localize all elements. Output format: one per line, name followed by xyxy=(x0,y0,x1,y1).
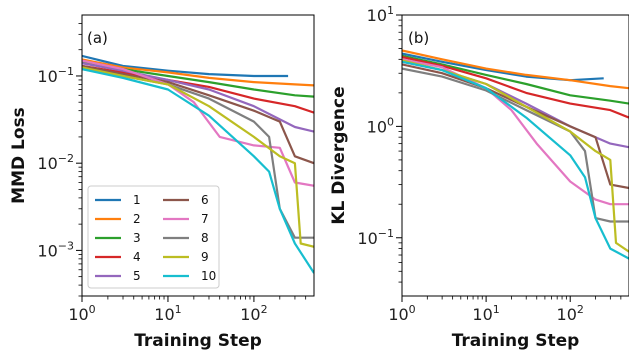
x-tick-label-exponent: 2 xyxy=(261,303,268,316)
x-axis-title: Training Step xyxy=(452,331,580,351)
x-tick-label: 100 xyxy=(68,303,95,324)
x-tick-label-exponent: 2 xyxy=(577,303,584,316)
series-line-10 xyxy=(82,68,314,274)
legend-item-5: 5 xyxy=(95,269,141,283)
legend-item-4: 4 xyxy=(95,250,141,264)
legend-label: 10 xyxy=(201,269,216,283)
x-tick-label-base: 10 xyxy=(472,305,492,324)
y-tick-label-base: 10 xyxy=(37,67,57,86)
y-tick-label-base: 10 xyxy=(37,154,57,173)
x-tick-label: 102 xyxy=(240,303,267,324)
x-tick-label-base: 10 xyxy=(68,305,88,324)
legend-item-3: 3 xyxy=(95,231,141,245)
legend-label: 9 xyxy=(201,250,209,264)
series-line-2 xyxy=(402,49,629,90)
series-line-4 xyxy=(402,55,629,119)
series-line-9 xyxy=(402,59,629,253)
series-line-5 xyxy=(82,62,314,133)
y-tick-label-exponent: 1 xyxy=(387,4,394,17)
y-axis-title: KL Divergence xyxy=(329,86,349,224)
legend-label: 8 xyxy=(201,231,209,245)
y-tick-label: 10−3 xyxy=(37,239,74,260)
series-line-1 xyxy=(402,52,604,82)
legend-item-9: 9 xyxy=(163,250,209,264)
y-tick-label-base: 10 xyxy=(367,6,387,25)
y-tick-label-base: 10 xyxy=(367,117,387,136)
legend-label: 7 xyxy=(201,212,209,226)
series-line-10 xyxy=(402,60,629,260)
y-tick-label-exponent: −1 xyxy=(58,65,74,78)
x-tick-label: 101 xyxy=(154,303,181,324)
legend-item-1: 1 xyxy=(95,193,141,207)
series-line-3 xyxy=(402,54,629,105)
y-tick-label-exponent: −1 xyxy=(378,227,394,240)
series-line-6 xyxy=(402,63,629,190)
series-line-1 xyxy=(82,54,289,78)
series-line-6 xyxy=(82,64,314,165)
y-tick-label-exponent: 0 xyxy=(387,115,394,128)
series-line-4 xyxy=(82,64,314,114)
x-tick-label: 101 xyxy=(472,303,499,324)
x-tick-label: 102 xyxy=(557,303,584,324)
x-axis-title: Training Step xyxy=(134,331,262,351)
y-tick-label-exponent: −2 xyxy=(58,152,74,165)
legend-item-2: 2 xyxy=(95,212,141,226)
series-line-9 xyxy=(82,66,314,248)
x-tick-label-exponent: 1 xyxy=(493,303,500,316)
y-tick-label-base: 10 xyxy=(357,229,377,248)
plot-frame xyxy=(401,14,629,297)
legend-label: 3 xyxy=(133,231,141,245)
series-line-7 xyxy=(82,59,314,187)
legend-label: 2 xyxy=(133,212,141,226)
x-tick-label-exponent: 0 xyxy=(89,303,96,316)
y-tick-label-exponent: −3 xyxy=(58,239,74,252)
y-tick-label: 100 xyxy=(367,115,394,136)
y-axis-title: MMD Loss xyxy=(9,107,29,204)
legend-box xyxy=(87,185,220,289)
x-tick-label-base: 10 xyxy=(388,305,408,324)
x-tick-label: 100 xyxy=(388,303,415,324)
plot-frame xyxy=(81,14,315,297)
y-tick-label: 10−1 xyxy=(357,227,394,248)
legend-item-8: 8 xyxy=(163,231,209,245)
panel-label: (a) xyxy=(87,29,108,47)
legend-item-6: 6 xyxy=(163,193,209,207)
x-tick-label-base: 10 xyxy=(557,305,577,324)
legend-label: 5 xyxy=(133,269,141,283)
panel-label: (b) xyxy=(408,29,429,47)
legend-item-10: 10 xyxy=(163,269,216,283)
series-group xyxy=(402,49,629,260)
y-tick-label: 10−1 xyxy=(37,65,74,86)
y-tick-label: 10−2 xyxy=(37,152,74,173)
legend-label: 1 xyxy=(133,193,141,207)
y-tick-label: 101 xyxy=(367,4,394,25)
legend-item-7: 7 xyxy=(163,212,209,226)
x-tick-label-exponent: 1 xyxy=(175,303,182,316)
legend: 1 2 3 4 5 6 7 8 9 10 xyxy=(87,185,220,289)
legend-label: 4 xyxy=(133,250,141,264)
series-group xyxy=(82,54,314,274)
series-line-2 xyxy=(82,58,314,87)
legend-label: 6 xyxy=(201,193,209,207)
x-tick-label-exponent: 0 xyxy=(409,303,416,316)
y-tick-label-base: 10 xyxy=(37,241,57,260)
x-tick-label-base: 10 xyxy=(154,305,174,324)
x-tick-label-base: 10 xyxy=(240,305,260,324)
